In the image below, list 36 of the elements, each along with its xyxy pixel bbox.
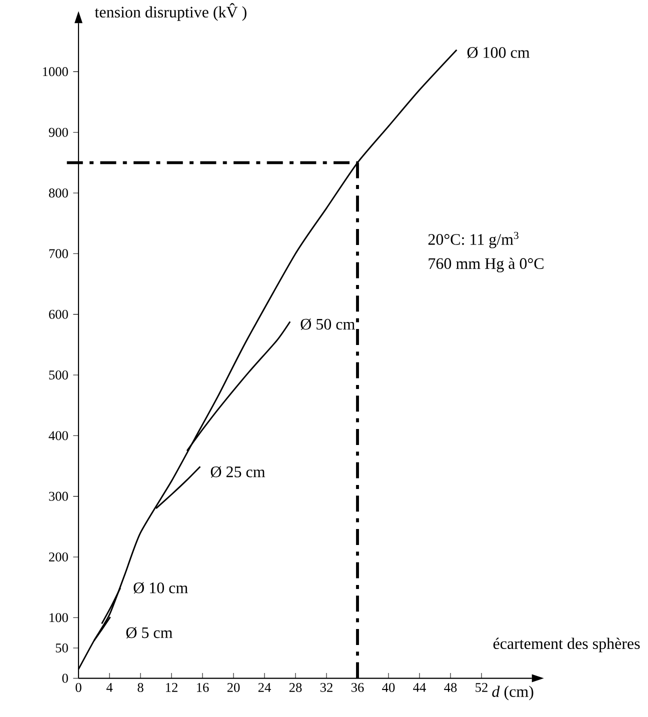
y-tick-label: 600 [49, 310, 68, 319]
y-tick-label: 800 [48, 188, 68, 198]
series-label: Ø 10 cm [134, 582, 188, 594]
x-tick-label: 0 [76, 683, 82, 692]
series-label: Ø 5 cm [126, 627, 172, 638]
y-tick-label: 700 [49, 249, 68, 258]
series-label: Ø 25 cm [210, 466, 266, 478]
x-tick-label: 44 [413, 682, 426, 692]
y-tick-label: 900 [48, 128, 68, 137]
y-tick-label: 400 [48, 431, 68, 440]
series-label: Ø 50 cm [300, 318, 355, 330]
annotation: écartement des sphères [493, 638, 640, 652]
x-axis-title: d (cm) [492, 686, 534, 700]
y-tick-label: 100 [50, 613, 68, 622]
series-label: Ø 100 cm [467, 46, 530, 58]
y-tick-label: 50 [56, 643, 68, 652]
y-tick-label: 1000 [42, 67, 68, 76]
x-tick-label: 4 [106, 682, 113, 692]
x-tick-label: 40 [382, 683, 395, 692]
x-tick-label: 16 [197, 683, 209, 692]
x-tick-label: 8 [138, 683, 144, 692]
x-tick-label: 48 [444, 683, 457, 692]
x-tick-label: 36 [351, 683, 364, 692]
annotation: 760 mm Hg à 0°C [428, 258, 544, 272]
x-tick-label: 12 [166, 683, 178, 692]
y-axis-title: tension disruptive (kV̂ ) [94, 3, 246, 21]
y-tick-label: 200 [49, 552, 68, 562]
y-tick-label: 0 [62, 674, 68, 683]
annotation: 20°C: 11 g/m$^{3}$ [428, 232, 518, 248]
x-tick-label: 52 [476, 683, 488, 692]
y-tick-label: 300 [49, 492, 68, 501]
x-tick-label: 32 [320, 683, 332, 692]
x-tick-label: 20 [227, 683, 240, 692]
x-tick-label: 28 [289, 683, 302, 692]
x-tick-label: 24 [258, 683, 271, 692]
y-tick-label: 500 [49, 370, 68, 380]
